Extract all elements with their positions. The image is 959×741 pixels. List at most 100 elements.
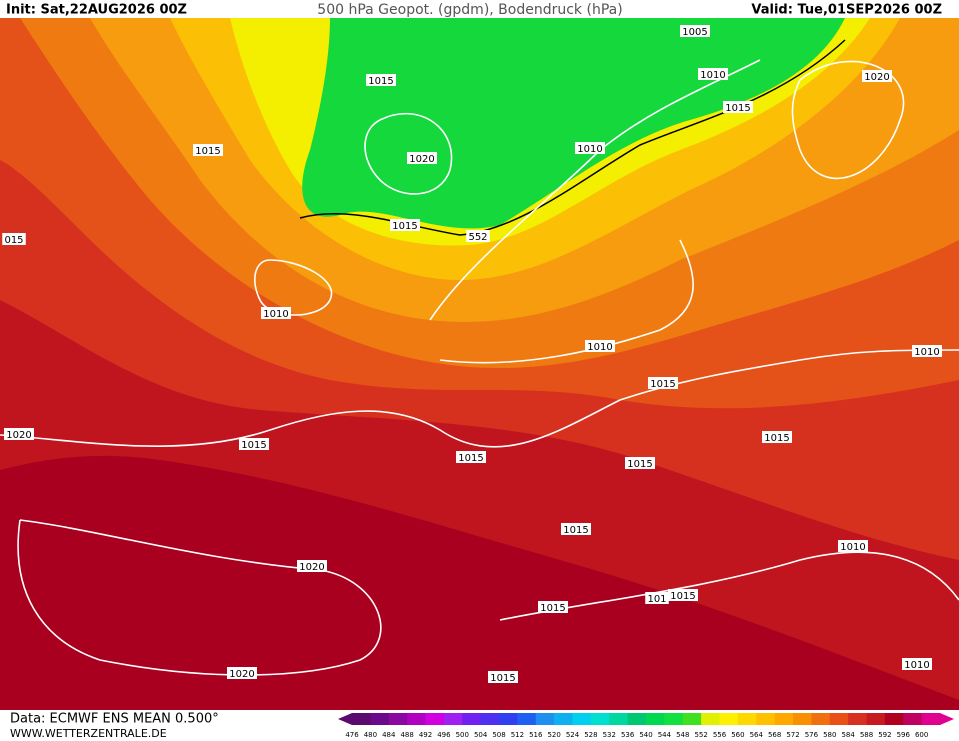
colorbar-label: 588 xyxy=(860,731,873,739)
isobar-label-box xyxy=(456,451,486,463)
isobar-label-box xyxy=(575,142,605,154)
colorbar-swatch xyxy=(737,713,757,725)
colorbar-label: 544 xyxy=(658,731,672,739)
isobar-label-box xyxy=(297,560,327,572)
colorbar-swatch xyxy=(664,713,684,725)
colorbar-swatch xyxy=(866,713,886,725)
init-time: Init: Sat,22AUG2026 00Z xyxy=(6,3,187,18)
isobar-label-box xyxy=(390,219,420,231)
isobar-label: 1015 xyxy=(458,453,483,464)
isobar-label: 1015 xyxy=(490,673,515,684)
colorbar-swatch xyxy=(535,713,555,725)
colorbar-label: 524 xyxy=(566,731,580,739)
isobar-labels: 1005 1010 1015 1015 1020 1015 1020 1010 1015 552 0… xyxy=(2,25,942,684)
isobar-label-box xyxy=(698,68,728,80)
colorbar-label: 512 xyxy=(511,731,524,739)
colorbar-label: 552 xyxy=(694,731,707,739)
colorbar-swatch xyxy=(572,713,592,725)
isobar-label: 1020 xyxy=(6,430,31,441)
colorbar-swatch xyxy=(793,713,812,725)
isobar xyxy=(791,60,905,179)
colorbar-label: 500 xyxy=(456,731,469,739)
colorbar-label: 572 xyxy=(786,731,799,739)
colorbar-swatch xyxy=(921,713,941,725)
valid-time: Valid: Tue,01SEP2026 00Z xyxy=(751,3,942,18)
colorbar-label: 484 xyxy=(382,731,396,739)
colorbar-label: 504 xyxy=(474,731,488,739)
isobar xyxy=(499,551,959,621)
colorbar-swatch xyxy=(590,713,610,725)
isobar-label-box xyxy=(762,431,792,443)
colorbar-arrow-left xyxy=(338,713,352,725)
isobar-label: 552 xyxy=(468,232,487,243)
colorbar-swatch xyxy=(903,713,923,725)
isobar-label: 1015 xyxy=(764,433,789,444)
isobar xyxy=(17,519,382,676)
colorbar-swatch xyxy=(848,713,867,725)
isobar-label-box xyxy=(648,377,678,389)
isobar-label: 1015 xyxy=(725,103,750,114)
colorbar-swatch xyxy=(646,713,665,725)
colorbar-label: 488 xyxy=(400,731,413,739)
colorbar-swatch xyxy=(884,713,904,725)
isobar-label-box xyxy=(561,523,591,535)
isobar-label: 015 xyxy=(4,235,23,246)
colorbar-label: 580 xyxy=(823,731,836,739)
isobar-label-box xyxy=(680,25,710,37)
isobar-label: 1020 xyxy=(409,154,434,165)
map-field xyxy=(0,18,959,710)
colorbar-label: 508 xyxy=(492,731,505,739)
colorbar-swatch xyxy=(829,713,849,725)
isobar-label-box xyxy=(239,438,269,450)
colorbar-label: 560 xyxy=(731,731,744,739)
isobar-label: 1015 xyxy=(627,459,652,470)
colorbar-swatch xyxy=(370,713,390,725)
colorbar-swatch xyxy=(774,713,794,725)
isobar xyxy=(0,349,959,448)
colorbar-swatch xyxy=(443,713,463,725)
colorbar-label: 528 xyxy=(584,731,597,739)
site-url: WWW.WETTERZENTRALE.DE xyxy=(10,727,167,740)
isobar-label: 1020 xyxy=(864,72,889,83)
colorbar-label: 480 xyxy=(364,731,377,739)
colorbar-swatch xyxy=(480,713,500,725)
colorbar-swatch xyxy=(554,713,573,725)
colorbar-label: 548 xyxy=(676,731,689,739)
isobar-label: 1015 xyxy=(368,76,393,87)
header-bar xyxy=(0,0,959,18)
isobar xyxy=(254,259,333,316)
isobar-label: 1015 xyxy=(392,221,417,232)
isobar-label: 1010 xyxy=(904,660,929,671)
colorbar-label: 564 xyxy=(750,731,764,739)
colorbar-label: 592 xyxy=(878,731,891,739)
isobar-label: 1015 xyxy=(670,591,695,602)
isobar-label: 1015 xyxy=(195,146,220,157)
colorbar-swatch xyxy=(701,713,720,725)
colorbar-swatch xyxy=(352,713,371,725)
colorbar-swatch xyxy=(407,713,426,725)
isobar xyxy=(439,239,694,364)
isobar-label-box xyxy=(466,230,490,242)
isobar xyxy=(364,112,453,195)
isobar-label-box xyxy=(407,152,437,164)
isobar-label-box xyxy=(723,101,753,113)
colorbar-label: 540 xyxy=(639,731,652,739)
isobar-label-box xyxy=(538,601,568,613)
isobar-label: 1020 xyxy=(229,669,254,680)
isobar-label-box xyxy=(902,658,932,670)
colorbar-swatch xyxy=(609,713,629,725)
isobar-label-box xyxy=(862,70,892,82)
colorbar-swatch xyxy=(388,713,408,725)
colorbar-label: 556 xyxy=(713,731,727,739)
isobar-label-box xyxy=(645,592,669,604)
isobar-label-box xyxy=(193,144,223,156)
isobar-label: 1010 xyxy=(700,70,725,81)
colorbar-label: 532 xyxy=(603,731,616,739)
colorbar-arrow-right xyxy=(940,713,954,725)
isobar-label-box xyxy=(838,540,868,552)
isobar-label-box xyxy=(488,671,518,683)
colorbar-swatch xyxy=(425,713,445,725)
isobar-label: 1015 xyxy=(540,603,565,614)
isobar-label-box xyxy=(2,233,26,245)
